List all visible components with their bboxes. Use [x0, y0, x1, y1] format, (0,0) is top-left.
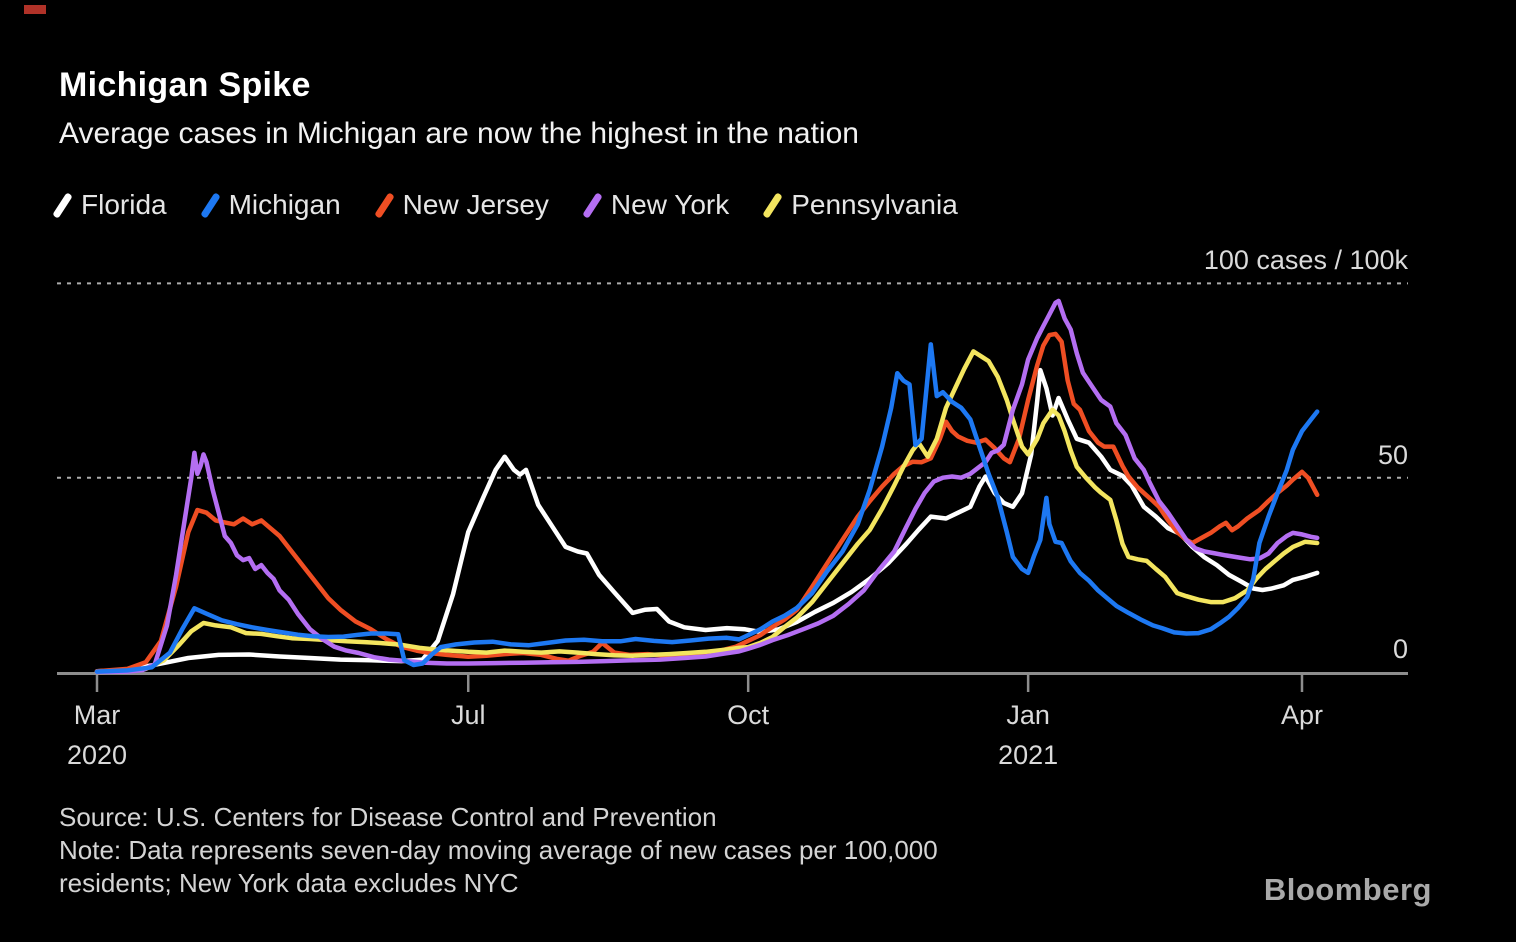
legend-label: Michigan [228, 189, 341, 220]
legend: Florida Michigan New Jersey New York Pennsyl… [52, 189, 958, 221]
x-axis-sublabel-2021: 2021 [998, 740, 1059, 770]
x-axis-label-oct: Oct [727, 700, 770, 730]
x-axis-label-jul: Jul [450, 700, 486, 730]
screen-corner-marker [24, 5, 46, 14]
x-axis-label-apr: Apr [1280, 700, 1323, 730]
legend-item-pennsylvania[interactable]: Pennsylvania [762, 189, 958, 221]
series-line-michigan [94, 342, 1320, 674]
legend-item-new-jersey[interactable]: New Jersey [373, 189, 549, 221]
note-line-2: residents; New York data excludes NYC [59, 868, 519, 898]
series-line-florida [94, 367, 1320, 674]
legend-label: New York [610, 189, 730, 220]
legend-label: New Jersey [402, 189, 549, 220]
x-axis-label-jan: Jan [1006, 700, 1050, 730]
chart-title: Michigan Spike [59, 66, 311, 104]
x-axis-label-mar: Mar [73, 700, 121, 730]
y-axis-label-0: 0 [1392, 634, 1408, 664]
legend-label: Florida [81, 189, 167, 220]
y-axis-label-50: 50 [1377, 439, 1408, 470]
legend-item-new-york[interactable]: New York [582, 189, 730, 221]
source-line: Source: U.S. Centers for Disease Control… [59, 802, 717, 832]
footer-notes: Source: U.S. Centers for Disease Control… [59, 801, 938, 900]
series-line-pennsylvania [94, 349, 1320, 675]
chart-subtitle: Average cases in Michigan are now the hi… [59, 117, 859, 150]
note-line-1: Note: Data represents seven-day moving a… [59, 835, 938, 865]
series-line-new-jersey [94, 331, 1320, 674]
legend-label: Pennsylvania [791, 189, 958, 220]
bloomberg-logo: Bloomberg [1263, 872, 1432, 907]
x-axis-sublabel-2020: 2020 [66, 740, 128, 770]
series-line-new-york [94, 298, 1320, 675]
legend-item-florida[interactable]: Florida [52, 189, 167, 221]
legend-item-michigan[interactable]: Michigan [199, 189, 341, 221]
y-axis-label-100: 100 cases / 100k [1203, 245, 1408, 276]
